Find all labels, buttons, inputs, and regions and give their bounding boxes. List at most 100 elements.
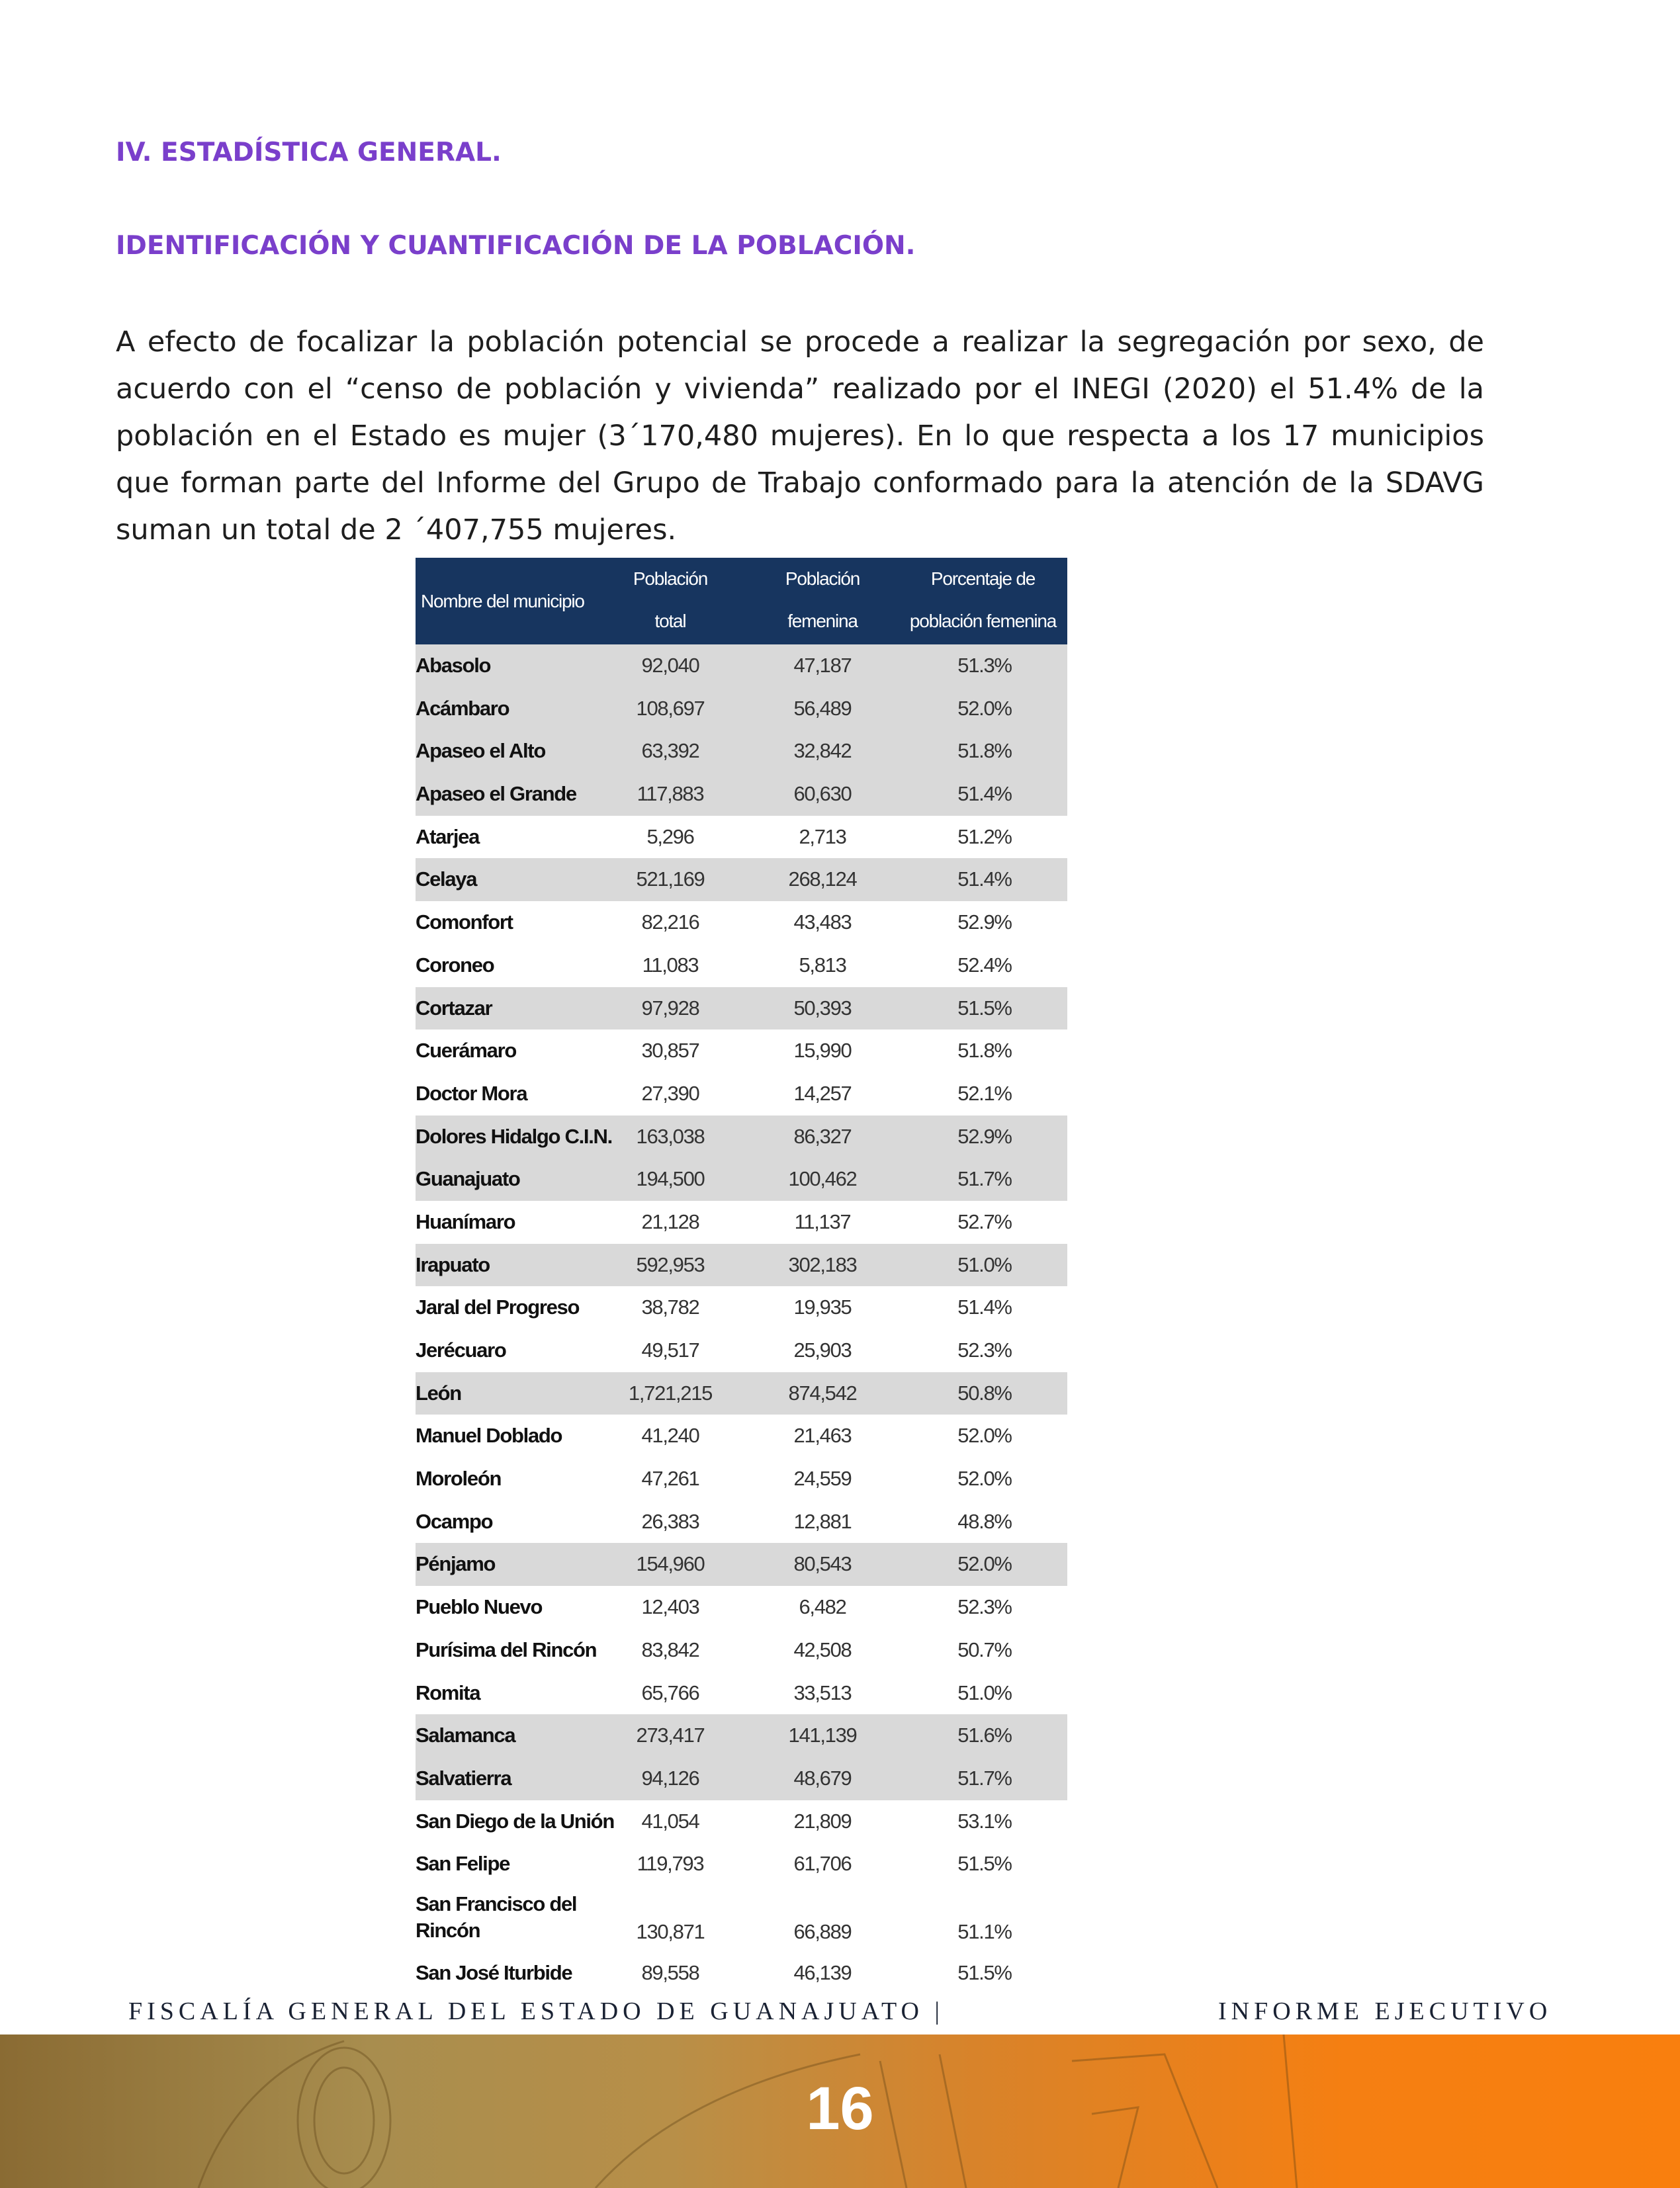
- table-row: Comonfort 82,216 43,483 52.9%: [416, 901, 1067, 944]
- female-population: 48,679: [793, 1766, 852, 1790]
- female-percentage: 52.0%: [957, 1552, 1012, 1576]
- table-row: San Diego de la Unión 41,054 21,809 53.1%: [416, 1800, 1067, 1843]
- intro-paragraph: A efecto de focalizar la población poten…: [116, 326, 1484, 547]
- table-row: León 1,721,215 874,542 50.8%: [416, 1372, 1067, 1415]
- female-percentage: 52.4%: [957, 953, 1012, 977]
- female-percentage: 51.2%: [957, 824, 1012, 848]
- female-percentage: 51.5%: [957, 1852, 1012, 1876]
- total-population: 41,054: [641, 1809, 699, 1833]
- table-row: San Felipe 119,793 61,706 51.5%: [416, 1843, 1067, 1886]
- female-population: 86,327: [793, 1124, 852, 1148]
- municipio-name: Cortazar: [416, 996, 493, 1020]
- total-population: 94,126: [641, 1766, 699, 1790]
- total-population: 26,383: [641, 1509, 699, 1533]
- female-population: 61,706: [793, 1852, 852, 1876]
- table-row: Atarjea 5,296 2,713 51.2%: [416, 816, 1067, 859]
- total-population: 117,883: [637, 782, 705, 806]
- municipio-name: San Diego de la Unión: [416, 1809, 615, 1833]
- page-number: 16: [806, 2075, 874, 2142]
- total-population: 65,766: [641, 1681, 699, 1704]
- municipio-name: Coroneo: [416, 953, 495, 977]
- table-row: Cuerámaro 30,857 15,990 51.8%: [416, 1029, 1067, 1072]
- table-row: Jerécuaro 49,517 25,903 52.3%: [416, 1329, 1067, 1372]
- female-population: 80,543: [793, 1552, 852, 1576]
- total-population: 130,871: [636, 1919, 705, 1943]
- header-pct-line2: población femenina: [909, 611, 1057, 631]
- seal-watermark-icon: [197, 2035, 1298, 2188]
- female-percentage: 51.7%: [957, 1766, 1012, 1790]
- female-percentage: 51.3%: [957, 654, 1012, 677]
- total-population: 82,216: [641, 910, 699, 934]
- total-population: 30,857: [641, 1039, 699, 1063]
- total-population: 108,697: [636, 696, 705, 720]
- female-percentage: 52.9%: [957, 910, 1012, 934]
- total-population: 11,083: [642, 953, 699, 977]
- table-row: Acámbaro 108,697 56,489 52.0%: [416, 687, 1067, 730]
- municipio-name: Atarjea: [416, 824, 480, 848]
- female-percentage: 52.0%: [957, 696, 1012, 720]
- table-row: Purísima del Rincón 83,842 42,508 50.7%: [416, 1629, 1067, 1672]
- total-population: 521,169: [636, 867, 705, 891]
- table-row: San Francisco del Rincón 130,871 66,889 51.…: [416, 1886, 1067, 1952]
- table-row: San José Iturbide 89,558 46,139 51.5%: [416, 1952, 1067, 1995]
- municipio-name: Moroleón: [416, 1467, 502, 1491]
- table-row: Pueblo Nuevo 12,403 6,482 52.3%: [416, 1586, 1067, 1629]
- total-population: 194,500: [636, 1167, 705, 1191]
- female-percentage: 51.5%: [957, 996, 1012, 1020]
- female-population: 100,462: [788, 1167, 858, 1191]
- municipio-name: Abasolo: [416, 654, 492, 677]
- female-percentage: 52.1%: [957, 1081, 1012, 1105]
- municipio-name: Celaya: [416, 867, 477, 891]
- total-population: 49,517: [641, 1338, 699, 1362]
- table-row: Doctor Mora 27,390 14,257 52.1%: [416, 1072, 1067, 1116]
- municipio-name: Ocampo: [416, 1509, 494, 1533]
- female-population: 6,482: [799, 1595, 846, 1619]
- total-population: 38,782: [641, 1295, 699, 1319]
- female-percentage: 51.8%: [957, 739, 1012, 763]
- female-percentage: 51.0%: [957, 1252, 1012, 1276]
- total-population: 5,296: [646, 824, 694, 848]
- header-fem-line2: femenina: [787, 611, 858, 631]
- female-population: 15,990: [793, 1039, 852, 1063]
- female-population: 21,463: [793, 1424, 852, 1448]
- total-population: 592,953: [636, 1252, 705, 1276]
- female-population: 60,630: [793, 782, 852, 806]
- female-percentage: 52.3%: [957, 1595, 1012, 1619]
- female-population: 11,137: [794, 1209, 852, 1233]
- total-population: 97,928: [641, 996, 699, 1020]
- municipio-name: Salamanca: [416, 1724, 516, 1747]
- female-percentage: 52.9%: [957, 1124, 1012, 1148]
- footer-band: [0, 2035, 1680, 2188]
- municipio-name: Acámbaro: [416, 696, 510, 720]
- female-population: 56,489: [793, 696, 852, 720]
- municipio-name: Dolores Hidalgo C.I.N.: [416, 1124, 613, 1148]
- female-population: 46,139: [793, 1960, 852, 1984]
- municipio-name: Romita: [416, 1681, 481, 1704]
- footer-report-title: INFORME EJECUTIVO: [1218, 1997, 1552, 2025]
- female-percentage: 51.7%: [957, 1167, 1012, 1191]
- table-row: Moroleón 47,261 24,559 52.0%: [416, 1458, 1067, 1501]
- female-percentage: 51.4%: [957, 867, 1012, 891]
- municipio-name: Irapuato: [416, 1252, 490, 1276]
- municipio-name: León: [416, 1381, 462, 1405]
- total-population: 83,842: [641, 1638, 699, 1661]
- table-row: Cortazar 97,928 50,393 51.5%: [416, 986, 1067, 1030]
- total-population: 41,240: [641, 1424, 699, 1448]
- municipio-name: Purísima del Rincón: [416, 1638, 597, 1661]
- municipio-name: Guanajuato: [416, 1167, 521, 1191]
- municipio-name: San Francisco del Rincón: [416, 1892, 578, 1942]
- municipio-name: Doctor Mora: [416, 1081, 528, 1105]
- female-population: 32,842: [793, 739, 852, 763]
- municipio-name: Huanímaro: [416, 1209, 516, 1233]
- table-row: Salvatierra 94,126 48,679 51.7%: [416, 1757, 1067, 1800]
- table-row: Dolores Hidalgo C.I.N. 163,038 86,327 52.9%: [416, 1115, 1067, 1159]
- table-row: Jaral del Progreso 38,782 19,935 51.4%: [416, 1286, 1067, 1329]
- municipio-name: Manuel Doblado: [416, 1424, 562, 1448]
- female-population: 47,187: [793, 654, 852, 677]
- table-row: Abasolo 92,040 47,187 51.3%: [416, 644, 1067, 687]
- female-percentage: 50.7%: [957, 1638, 1012, 1661]
- female-percentage: 50.8%: [957, 1381, 1012, 1405]
- municipio-name: Salvatierra: [416, 1766, 512, 1790]
- table-row: Huanímaro 21,128 11,137 52.7%: [416, 1201, 1067, 1244]
- table-header: Nombre del municipio Población total Pob…: [416, 558, 1067, 644]
